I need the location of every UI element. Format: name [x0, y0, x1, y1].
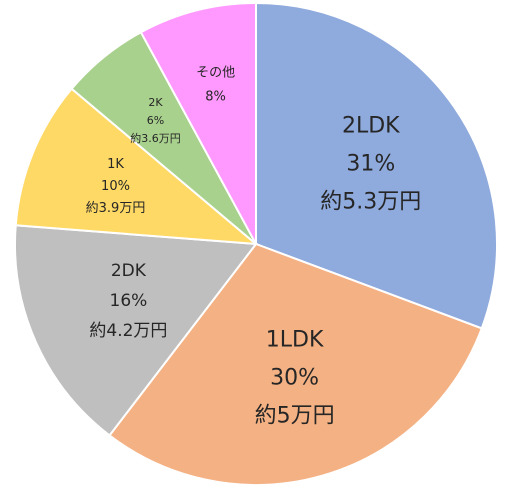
- slice-label-percent-その他: 8%: [205, 90, 226, 105]
- slice-label-percent-1K: 10%: [101, 179, 130, 194]
- pie-slice-1LDK: [108, 242, 484, 486]
- pie-slice-2DK: [14, 224, 258, 437]
- slice-label-rent-2LDK: 約5.3万円: [320, 189, 421, 214]
- slice-label-name-その他: その他: [196, 66, 235, 81]
- slice-label-percent-2LDK: 31%: [346, 151, 395, 176]
- slice-label-percent-2DK: 16%: [110, 291, 148, 311]
- slice-label-rent-2K: 約3.6万円: [130, 131, 181, 145]
- slice-label-rent-1K: 約3.9万円: [86, 201, 146, 216]
- slice-label-rent-1LDK: 約5万円: [255, 403, 335, 428]
- slice-label-name-2LDK: 2LDK: [342, 113, 400, 138]
- slice-label-name-1K: 1K: [107, 157, 124, 172]
- slice-label-name-2DK: 2DK: [111, 261, 147, 281]
- pie-slice-1K: [14, 87, 260, 246]
- slice-label-name-1LDK: 1LDK: [266, 327, 324, 352]
- slice-label-name-2K: 2K: [148, 96, 163, 109]
- slice-label-rent-2DK: 約4.2万円: [89, 321, 167, 341]
- slice-label-percent-1LDK: 30%: [270, 365, 319, 390]
- pie-slice-その他: [139, 1, 257, 245]
- slice-label-percent-2K: 6%: [147, 114, 164, 127]
- pie-slice-2LDK: [255, 1, 498, 330]
